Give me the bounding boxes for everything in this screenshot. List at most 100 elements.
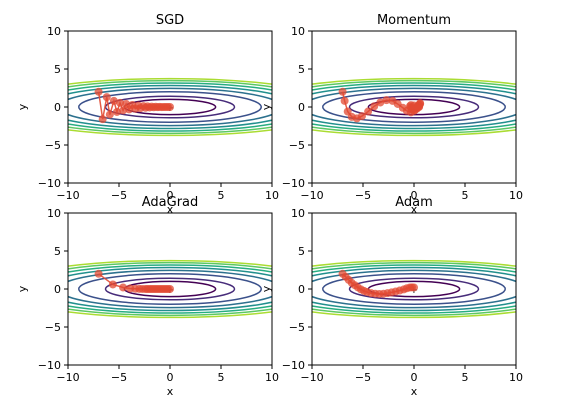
trajectory-point — [116, 98, 125, 107]
subplot-0: + −10 −5 0 5 10 −10 −5 0 5 10 x y SGD — [16, 13, 279, 216]
contour-line — [322, 91, 506, 123]
trajectory-point — [410, 283, 418, 292]
subplot-title: SGD — [156, 13, 184, 28]
x-tick-label: 0 — [167, 189, 174, 202]
y-axis-label: y — [16, 285, 29, 292]
trajectory-point — [166, 103, 174, 111]
trajectory-point — [340, 96, 349, 105]
y-tick-label: 0 — [54, 101, 61, 114]
x-tick-label: 0 — [167, 371, 174, 384]
trajectory-point — [94, 269, 103, 278]
contour-line — [104, 277, 236, 301]
contour-line — [312, 266, 516, 312]
trajectory-point — [364, 107, 373, 116]
y-tick-label: −10 — [38, 359, 61, 372]
x-tick-label: 10 — [265, 189, 279, 202]
x-tick-label: 10 — [509, 189, 523, 202]
contour-line — [68, 261, 272, 317]
x-tick-label: 5 — [218, 189, 225, 202]
y-tick-label: −10 — [38, 177, 61, 190]
y-tick-label: −5 — [289, 321, 305, 334]
trajectory-point — [382, 96, 391, 105]
contour-line — [78, 91, 262, 123]
x-tick-label: 5 — [462, 189, 469, 202]
contour-line — [348, 95, 480, 119]
y-tick-label: 5 — [298, 63, 305, 76]
trajectory-point — [376, 98, 385, 107]
y-tick-label: −10 — [282, 177, 305, 190]
x-tick-label: −10 — [56, 371, 79, 384]
y-axis-label: y — [260, 103, 273, 110]
contour-line — [322, 273, 506, 305]
trajectory-point — [166, 285, 174, 293]
x-axis-label: x — [167, 203, 174, 216]
plot-area: + — [312, 77, 516, 137]
contour-line — [68, 259, 272, 319]
trajectory-point — [102, 93, 111, 102]
contour-line — [68, 77, 272, 137]
subplot-2: + −10 −5 0 5 10 −10 −5 0 5 10 x y AdaGrad — [16, 195, 279, 398]
trajectory-point — [119, 283, 128, 292]
y-tick-label: 5 — [54, 63, 61, 76]
x-tick-label: −5 — [111, 371, 127, 384]
trajectory-point — [357, 112, 366, 121]
y-tick-label: 10 — [291, 207, 305, 220]
y-tick-label: 0 — [54, 283, 61, 296]
y-tick-label: 10 — [47, 25, 61, 38]
y-tick-label: 0 — [298, 283, 305, 296]
plot-area: + — [68, 77, 272, 137]
contour-line — [312, 259, 516, 319]
y-tick-label: 10 — [291, 25, 305, 38]
y-tick-label: −5 — [45, 321, 61, 334]
plot-area: + — [312, 259, 516, 319]
x-tick-label: −10 — [300, 189, 323, 202]
contour-line — [68, 269, 272, 309]
x-tick-label: −10 — [300, 371, 323, 384]
contour-line — [312, 87, 516, 127]
y-axis-label: y — [16, 103, 29, 110]
x-tick-label: 10 — [265, 371, 279, 384]
contour-line — [312, 261, 516, 317]
contour-line — [68, 87, 272, 127]
subplot-title: AdaGrad — [142, 195, 199, 210]
x-tick-label: −5 — [111, 189, 127, 202]
x-tick-label: −5 — [355, 189, 371, 202]
x-tick-label: −10 — [56, 189, 79, 202]
x-axis-label: x — [167, 385, 174, 398]
y-tick-label: 5 — [298, 245, 305, 258]
trajectory-point — [98, 115, 107, 124]
x-tick-label: 10 — [509, 371, 523, 384]
subplot-title: Momentum — [377, 13, 451, 28]
contour-line — [312, 79, 516, 135]
contour-line — [78, 273, 262, 305]
subplot-title: Adam — [395, 195, 433, 210]
contour-line — [68, 82, 272, 132]
contour-line — [68, 84, 272, 130]
y-tick-label: −5 — [45, 139, 61, 152]
x-axis-label: x — [411, 203, 418, 216]
trajectory-point — [112, 107, 121, 116]
trajectory-point — [119, 106, 128, 115]
x-tick-label: 0 — [411, 371, 418, 384]
contour-line — [68, 264, 272, 314]
trajectory-point — [414, 102, 423, 111]
contour-line — [68, 266, 272, 312]
x-tick-label: 0 — [411, 189, 418, 202]
y-tick-label: 10 — [47, 207, 61, 220]
contour-line — [312, 82, 516, 132]
trajectory-point — [94, 87, 103, 96]
x-tick-label: −5 — [355, 371, 371, 384]
x-tick-label: 5 — [462, 371, 469, 384]
plot-area: + — [68, 259, 272, 319]
contour-line — [348, 277, 480, 301]
contour-line — [312, 269, 516, 309]
trajectory-point — [370, 102, 379, 111]
contour-line — [312, 264, 516, 314]
y-tick-label: 0 — [298, 101, 305, 114]
x-axis-label: x — [411, 385, 418, 398]
y-tick-label: −10 — [282, 359, 305, 372]
x-tick-label: 5 — [218, 371, 225, 384]
